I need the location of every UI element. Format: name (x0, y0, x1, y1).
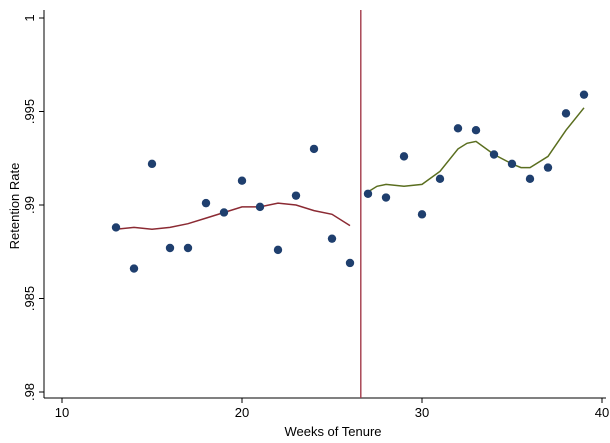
data-points-layer (111, 90, 589, 273)
data-point (471, 126, 481, 135)
data-point (219, 208, 229, 217)
data-point (255, 202, 265, 212)
data-point (543, 163, 553, 172)
fit-line-before-cutoff (115, 202, 351, 231)
data-point (129, 264, 139, 273)
data-point (327, 234, 337, 243)
y-tick-label: 1 (22, 14, 37, 21)
x-axis-title: Weeks of Tenure (284, 424, 381, 439)
data-point (147, 159, 157, 169)
data-point (381, 193, 391, 202)
y-axis-title: Retention Rate (7, 163, 22, 250)
data-point (507, 159, 517, 169)
y-tick-label: .99 (22, 196, 37, 214)
data-point (165, 243, 175, 253)
fit-line-after-cutoff (367, 107, 585, 193)
x-tick-label: 30 (415, 405, 429, 420)
data-point (273, 245, 283, 255)
data-point (453, 124, 463, 133)
data-point (525, 174, 535, 184)
data-point (417, 210, 427, 219)
y-tick-label: .985 (22, 286, 37, 311)
data-point (399, 152, 409, 161)
data-point (183, 243, 193, 253)
y-tick-label: .995 (22, 99, 37, 124)
data-point (345, 258, 355, 268)
data-point (201, 198, 211, 208)
x-tick-label: 40 (595, 405, 609, 420)
data-point (561, 109, 571, 118)
data-point (435, 174, 445, 184)
y-tick-label: .98 (22, 383, 37, 401)
data-point (291, 191, 301, 200)
data-point (489, 150, 499, 159)
data-point (309, 144, 319, 154)
data-point (237, 176, 247, 185)
data-point (111, 223, 121, 232)
data-point (579, 90, 589, 99)
x-tick-label: 20 (235, 405, 249, 420)
data-point (363, 189, 373, 198)
axes: 10 20 30 40 .98 .985 .99 .995 1 (22, 10, 609, 420)
fit-lines-layer (115, 107, 585, 231)
x-tick-label: 10 (55, 405, 69, 420)
